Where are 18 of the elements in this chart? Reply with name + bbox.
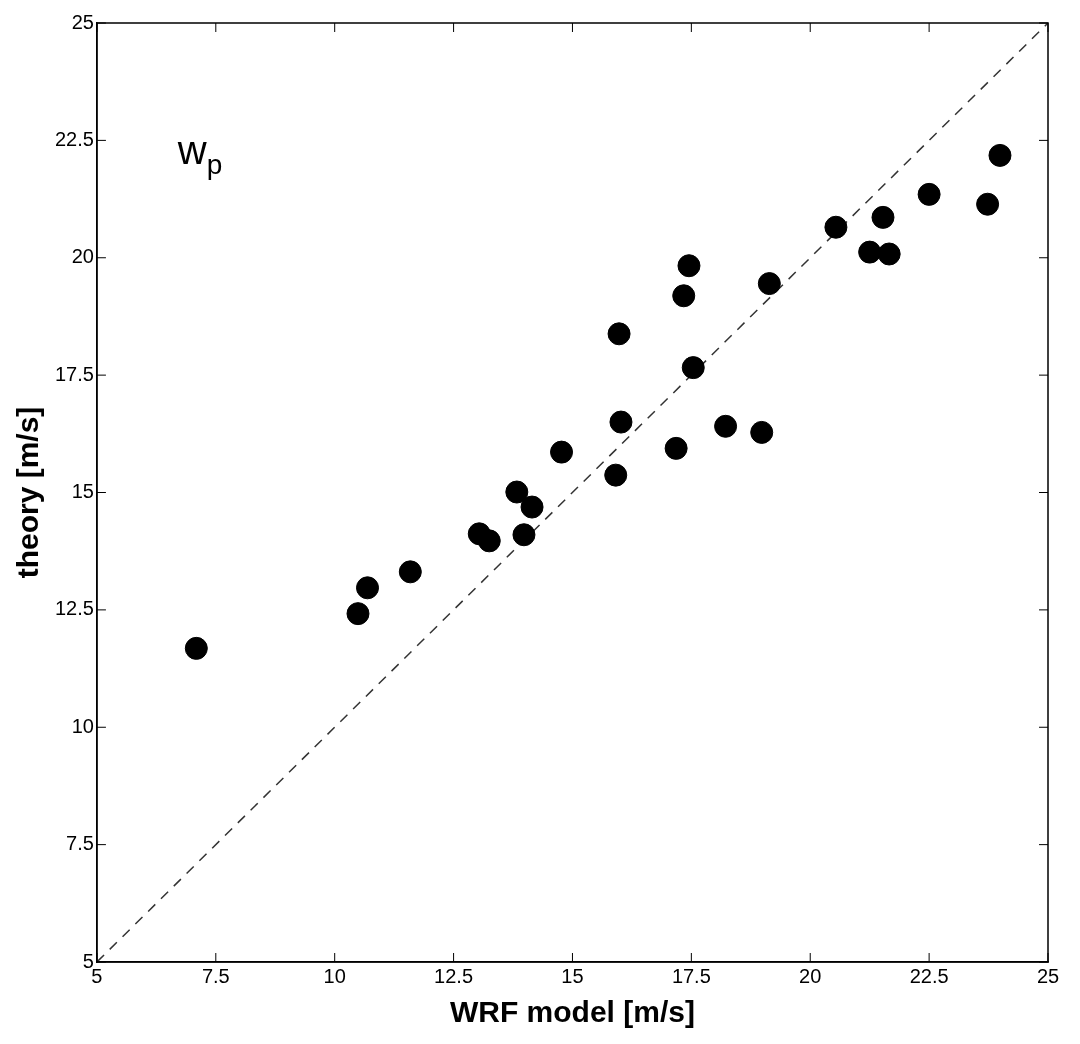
x-tick-label: 25 [1036,964,1060,987]
y-tick-label: 7.5 [66,832,94,855]
y-tick-label: 25 [71,10,94,33]
y-tick-label: 17.5 [54,362,94,385]
x-tick-label: 22.5 [909,964,949,987]
y-axis-title: theory [m/s] [11,406,45,579]
y-tick-label: 12.5 [54,597,94,620]
x-axis-title: WRF model [m/s] [449,995,695,1029]
y-tick-label: 22.5 [54,127,94,150]
x-tick-label: 17.5 [671,964,711,987]
y-tick-label: 10 [71,714,94,737]
x-tick-label: 15 [561,964,584,987]
x-tick-label: 20 [799,964,822,987]
x-tick-label: 12.5 [434,964,474,987]
x-tick-label: 10 [323,964,346,987]
y-tick-label: 20 [71,245,94,268]
x-tick-label: 7.5 [201,964,230,987]
y-tick-label: 15 [71,480,94,503]
